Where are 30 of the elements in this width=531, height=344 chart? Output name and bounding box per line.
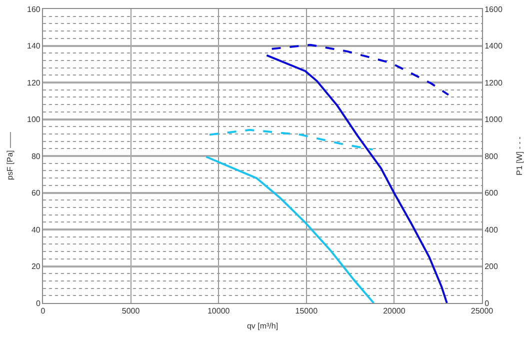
x-tick-label: 15000 — [295, 306, 318, 316]
y-tick-label: 0 — [36, 298, 41, 308]
y-axis-title: psF [Pa] —— — [6, 132, 15, 180]
y2-tick-label: 1200 — [484, 78, 503, 88]
x-tick-label: 20000 — [383, 306, 406, 316]
line-series — [208, 128, 374, 151]
y-tick-label: 160 — [27, 4, 41, 14]
y2-tick-label: 200 — [484, 262, 498, 272]
y-tick-label: 140 — [27, 42, 41, 51]
y-tick-label: 60 — [31, 188, 41, 198]
line-series — [205, 156, 375, 303]
y2-tick-label: 0 — [484, 298, 490, 308]
y2-tick-label: 400 — [484, 225, 498, 234]
y-tick-label: 120 — [27, 78, 41, 88]
line-series — [270, 44, 450, 96]
y2-tick-label: 1000 — [484, 115, 503, 124]
x-tick-label: 5000 — [122, 306, 140, 316]
y2-axis-title: P1 [W] - - - — [515, 136, 524, 176]
y-tick-label: 100 — [27, 115, 41, 124]
x-tick-label: 25000 — [470, 306, 494, 316]
x-tick-label: 10000 — [207, 306, 230, 316]
x-axis-title: qv [m³/h] — [246, 322, 278, 331]
y2-tick-label: 600 — [484, 188, 498, 198]
y2-tick-label: 1600 — [484, 4, 503, 14]
y2-tick-label: 1400 — [484, 42, 503, 51]
y-tick-label: 80 — [31, 152, 41, 161]
y-tick-label: 40 — [31, 225, 41, 234]
y2-tick-label: 800 — [484, 152, 498, 161]
y-tick-label: 20 — [31, 262, 41, 272]
line-series — [266, 54, 448, 303]
